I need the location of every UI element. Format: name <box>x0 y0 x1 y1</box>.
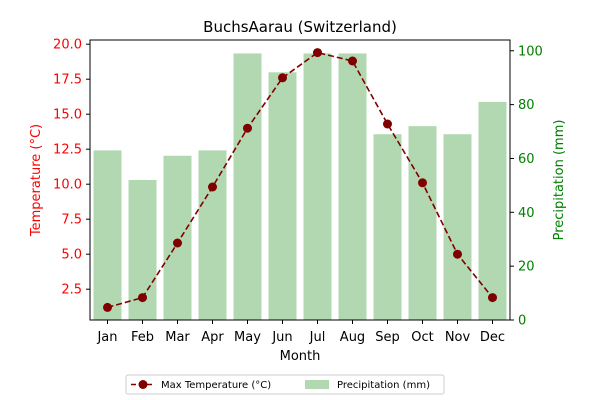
precipitation-bar <box>93 150 122 320</box>
x-tick-label: Feb <box>131 330 154 345</box>
right-tick-label: 80 <box>518 98 535 113</box>
right-axis-title: Precipitation (mm) <box>552 120 567 241</box>
precipitation-bar <box>338 53 367 320</box>
temperature-point <box>138 293 147 303</box>
x-tick-label: Sep <box>375 330 400 345</box>
temperature-point <box>488 293 497 303</box>
temperature-point <box>453 249 462 259</box>
left-tick-label: 7.5 <box>61 213 82 228</box>
precipitation-bar <box>408 126 437 321</box>
x-tick-label: Jun <box>271 330 292 345</box>
right-tick-label: 40 <box>518 206 535 221</box>
legend-box <box>125 374 445 395</box>
left-tick-label: 20.0 <box>53 38 82 53</box>
left-axis-ticks: 2.5 5.0 7.5 10.0 12.5 15.0 17.5 20.0 <box>53 38 90 298</box>
x-tick-label: Aug <box>340 330 365 345</box>
left-tick-label: 12.5 <box>53 143 82 158</box>
x-tick-label: Dec <box>480 330 505 345</box>
right-tick-label: 100 <box>518 44 543 59</box>
left-tick-label: 17.5 <box>53 73 82 88</box>
left-tick-label: 2.5 <box>61 283 82 298</box>
temperature-point <box>173 238 182 248</box>
precipitation-bar <box>303 53 332 320</box>
temperature-point <box>348 56 357 66</box>
temperature-line <box>103 48 497 312</box>
legend-label-precipitation: Precipitation (mm) <box>337 380 430 391</box>
right-axis-ticks: 0 20 40 60 80 100 <box>510 44 543 329</box>
precipitation-bars <box>93 53 507 321</box>
temperature-point <box>313 48 322 58</box>
temperature-point <box>383 119 392 129</box>
temperature-point <box>278 73 287 83</box>
temperature-line-path <box>107 51 494 309</box>
precipitation-bar <box>268 72 297 320</box>
x-axis-title: Month <box>280 349 321 364</box>
x-tick-label: Jul <box>309 330 326 345</box>
x-tick-label: Oct <box>411 330 433 345</box>
x-tick-label: Nov <box>445 330 471 345</box>
x-tick-label: Jan <box>96 330 117 345</box>
right-tick-label: 60 <box>518 152 535 167</box>
precipitation-bar <box>163 155 192 320</box>
right-tick-label: 20 <box>518 260 535 275</box>
legend: Max Temperature (°C) Precipitation (mm) <box>125 374 445 395</box>
left-tick-label: 5.0 <box>61 248 82 263</box>
temperature-point <box>103 302 112 312</box>
x-axis-ticks: Jan Feb Mar Apr May Jun Jul Aug Sep Oct Nov Dec <box>96 320 505 345</box>
x-tick-label: Apr <box>201 330 224 345</box>
temperature-point <box>208 182 217 192</box>
left-tick-label: 10.0 <box>53 178 82 193</box>
temperature-point <box>243 123 252 133</box>
precipitation-bar <box>443 134 472 320</box>
precipitation-bar <box>373 134 402 320</box>
precipitation-bar <box>198 150 227 320</box>
legend-bar-swatch <box>305 380 329 389</box>
chart-title: BuchsAarau (Switzerland) <box>203 18 397 36</box>
temperature-point <box>418 178 427 188</box>
left-tick-label: 15.0 <box>53 108 82 123</box>
left-axis-title: Temperature (°C) <box>29 124 44 237</box>
right-tick-label: 0 <box>518 314 526 329</box>
x-tick-label: Mar <box>165 330 190 345</box>
x-tick-label: May <box>234 330 261 345</box>
legend-line-marker <box>138 380 148 389</box>
legend-label-temperature: Max Temperature (°C) <box>161 380 271 391</box>
plot-frame <box>89 39 511 321</box>
precipitation-bar <box>478 101 507 320</box>
precipitation-bar <box>233 53 262 320</box>
